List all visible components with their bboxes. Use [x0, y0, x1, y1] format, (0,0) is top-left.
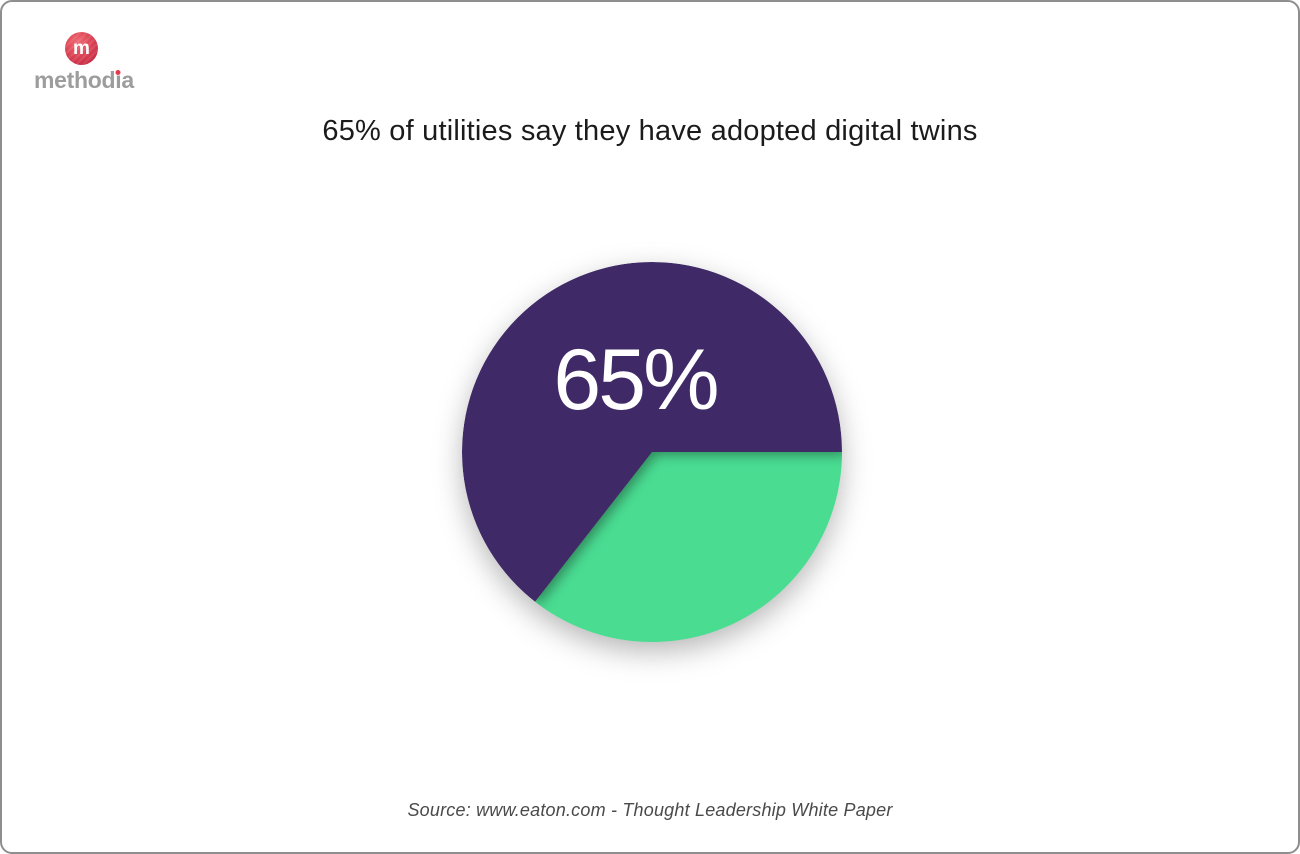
logo-badge-letter: m [73, 37, 90, 59]
logo-wordmark-post: a [121, 67, 134, 93]
source-citation: Source: www.eaton.com - Thought Leadersh… [407, 800, 893, 820]
chart-title: 65% of utilities say they have adopted d… [322, 115, 978, 147]
logo-wordmark: method ıa [34, 67, 164, 94]
pie-center-label: 65% [553, 332, 717, 428]
logo-wordmark-pre: method [34, 67, 116, 93]
pie-slice-not-adopted [535, 452, 842, 642]
logo-i-dot-icon [115, 70, 121, 75]
methodia-logo: m method ıa [34, 32, 164, 93]
logo-badge: m [65, 32, 98, 65]
pie-slice-adopted [462, 262, 842, 602]
logo-wordmark-i-glyph: ı [115, 67, 122, 93]
pie-chart-area: 65% [442, 242, 862, 662]
pie-chart: 65% [462, 262, 842, 642]
logo-wordmark-i: ı [115, 67, 121, 94]
